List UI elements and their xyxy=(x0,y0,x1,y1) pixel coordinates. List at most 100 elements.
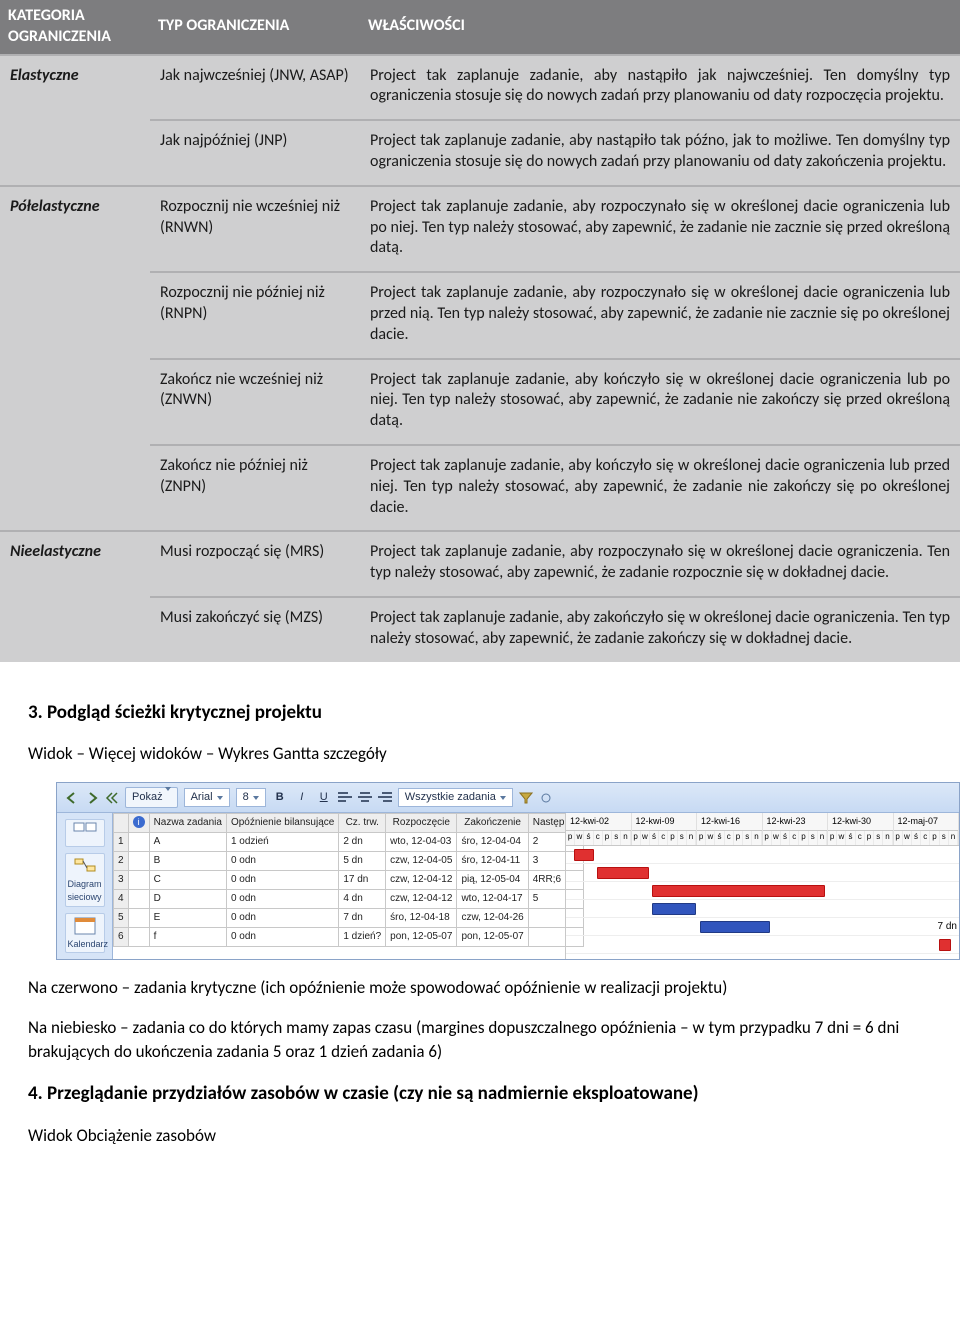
tool-icon[interactable] xyxy=(539,791,553,805)
task-end: pią, 12-05-04 xyxy=(457,871,528,890)
day-cell: c xyxy=(725,831,734,845)
day-cell: ś xyxy=(584,831,593,845)
back-arrow-icon[interactable] xyxy=(65,791,79,805)
underline-button[interactable]: U xyxy=(316,790,332,805)
week-column: 12-kwi-23pwścpsn xyxy=(763,813,829,845)
day-cell: w xyxy=(772,831,781,845)
heading-4: 4. Przeglądanie przydziałów zasobów w cz… xyxy=(28,1081,932,1108)
cell-type: Rozpocznij nie wcześniej niż (RNWN) xyxy=(150,186,360,272)
day-cell: p xyxy=(734,831,743,845)
align-right-icon[interactable] xyxy=(378,792,392,804)
day-cell: p xyxy=(566,831,575,845)
viewbar-toggle-icon[interactable] xyxy=(65,819,105,847)
italic-button[interactable]: I xyxy=(294,790,310,805)
task-end: śro, 12-04-11 xyxy=(457,852,528,871)
viewbar-calendar-label: Kalendarz xyxy=(68,939,109,949)
task-dur: 1 dzień? xyxy=(339,928,386,947)
filter-funnel-icon[interactable] xyxy=(519,791,533,805)
day-cell: w xyxy=(706,831,715,845)
gantt-bar[interactable] xyxy=(574,849,594,861)
filter-select[interactable]: Wszystkie zadania xyxy=(398,788,513,807)
grid-th xyxy=(114,814,129,833)
task-row[interactable]: 4D0 odn4 dnczw, 12-04-12wto, 12-04-175 xyxy=(114,890,584,909)
task-row[interactable]: 5E0 odn7 dnśro, 12-04-18czw, 12-04-26 xyxy=(114,909,584,928)
table-row: Musi zakończyć się (MZS)Project tak zapl… xyxy=(0,597,960,662)
gantt-timeline: 12-kwi-02pwścpsn12-kwi-09pwścpsn12-kwi-1… xyxy=(566,813,959,846)
th-category: KATEGORIA OGRANICZENIA xyxy=(0,0,150,55)
task-slack: 1 odzień xyxy=(226,833,338,852)
size-select[interactable]: 8 xyxy=(236,788,266,807)
week-column: 12-maj-07pwścpsn xyxy=(894,813,960,845)
heading-3: 3. Podgląd ścieżki krytycznej projektu xyxy=(28,700,932,727)
row-info xyxy=(128,871,149,890)
font-select[interactable]: Arial xyxy=(184,788,230,807)
day-cell: n xyxy=(818,831,827,845)
cell-properties: Project tak zaplanuje zadanie, aby kończ… xyxy=(360,445,960,531)
cell-type: Rozpocznij nie później niż (RNPN) xyxy=(150,272,360,358)
gantt-bar[interactable] xyxy=(652,885,825,897)
cell-properties: Project tak zaplanuje zadanie, aby rozpo… xyxy=(360,186,960,272)
gantt-bar[interactable] xyxy=(597,867,648,879)
grid-th: i xyxy=(128,814,149,833)
week-header: 12-maj-07 xyxy=(894,813,959,831)
task-name: A xyxy=(149,833,226,852)
day-cell: c xyxy=(921,831,930,845)
day-cell: p xyxy=(865,831,874,845)
row-number: 5 xyxy=(114,909,129,928)
task-row[interactable]: 6f0 odn1 dzień?pon, 12-05-07pon, 12-05-0… xyxy=(114,928,584,947)
cell-category xyxy=(0,445,150,531)
task-slack: 0 odn xyxy=(226,871,338,890)
day-cell: c xyxy=(790,831,799,845)
gantt-lane xyxy=(566,882,959,900)
gantt-bar[interactable] xyxy=(700,921,771,933)
size-value: 8 xyxy=(243,790,249,805)
forward-arrow-icon[interactable] xyxy=(85,791,99,805)
day-cell: ś xyxy=(912,831,921,845)
back-step-icon[interactable] xyxy=(105,791,119,805)
viewbar-calendar-button[interactable]: Kalendarz xyxy=(65,913,105,954)
viewbar-diagram-button[interactable]: Diagram sieciowy xyxy=(65,853,105,906)
task-name: D xyxy=(149,890,226,909)
cell-category xyxy=(0,120,150,186)
grid-th: Nazwa zadania xyxy=(149,814,226,833)
align-center-icon[interactable] xyxy=(358,792,372,804)
align-left-icon[interactable] xyxy=(338,792,352,804)
constraint-table-body: ElastyczneJak najwcześniej (JNW, ASAP)Pr… xyxy=(0,55,960,662)
task-start: wto, 12-04-03 xyxy=(386,833,457,852)
day-cell: p xyxy=(697,831,706,845)
table-row: Jak najpóźniej (JNP)Project tak zaplanuj… xyxy=(0,120,960,186)
task-start: czw, 12-04-12 xyxy=(386,871,457,890)
th-type: TYP OGRANICZENIA xyxy=(150,0,360,55)
task-slack: 0 odn xyxy=(226,909,338,928)
cell-type: Musi zakończyć się (MZS) xyxy=(150,597,360,662)
gantt-toolbar: Pokaż Arial 8 B I U Wszystkie zadania xyxy=(57,783,959,813)
task-grid-body: 1A1 odzień2 dnwto, 12-04-03śro, 12-04-04… xyxy=(114,833,584,947)
day-cell: n xyxy=(621,831,630,845)
cell-properties: Project tak zaplanuje zadanie, aby rozpo… xyxy=(360,531,960,597)
viewbar: Diagram sieciowy Kalendarz xyxy=(57,813,113,959)
task-slack: 0 odn xyxy=(226,852,338,871)
table-row: Zakończ nie wcześniej niż (ZNWN)Project … xyxy=(0,359,960,445)
gantt-bar[interactable] xyxy=(652,903,695,915)
task-row[interactable]: 2B0 odn5 dnczw, 12-04-05śro, 12-04-113 xyxy=(114,852,584,871)
cell-type: Jak najpóźniej (JNP) xyxy=(150,120,360,186)
day-cell: w xyxy=(837,831,846,845)
task-name: E xyxy=(149,909,226,928)
pokaz-button[interactable]: Pokaż xyxy=(125,787,178,808)
task-name: C xyxy=(149,871,226,890)
cell-properties: Project tak zaplanuje zadanie, aby nastą… xyxy=(360,55,960,121)
blue-explanation: Na niebiesko – zadania co do których mam… xyxy=(28,1016,932,1064)
row-number: 6 xyxy=(114,928,129,947)
cell-category: Nieelastyczne xyxy=(0,531,150,597)
day-cell: p xyxy=(799,831,808,845)
day-cell: c xyxy=(594,831,603,845)
task-row[interactable]: 1A1 odzień2 dnwto, 12-04-03śro, 12-04-04… xyxy=(114,833,584,852)
constraint-table: KATEGORIA OGRANICZENIA TYP OGRANICZENIA … xyxy=(0,0,960,662)
task-row[interactable]: 3C0 odn17 dnczw, 12-04-12pią, 12-05-044R… xyxy=(114,871,584,890)
gantt-bar[interactable] xyxy=(939,939,951,951)
day-cell: c xyxy=(659,831,668,845)
bold-button[interactable]: B xyxy=(272,790,288,805)
task-start: pon, 12-05-07 xyxy=(386,928,457,947)
row-number: 4 xyxy=(114,890,129,909)
day-cell: p xyxy=(828,831,837,845)
